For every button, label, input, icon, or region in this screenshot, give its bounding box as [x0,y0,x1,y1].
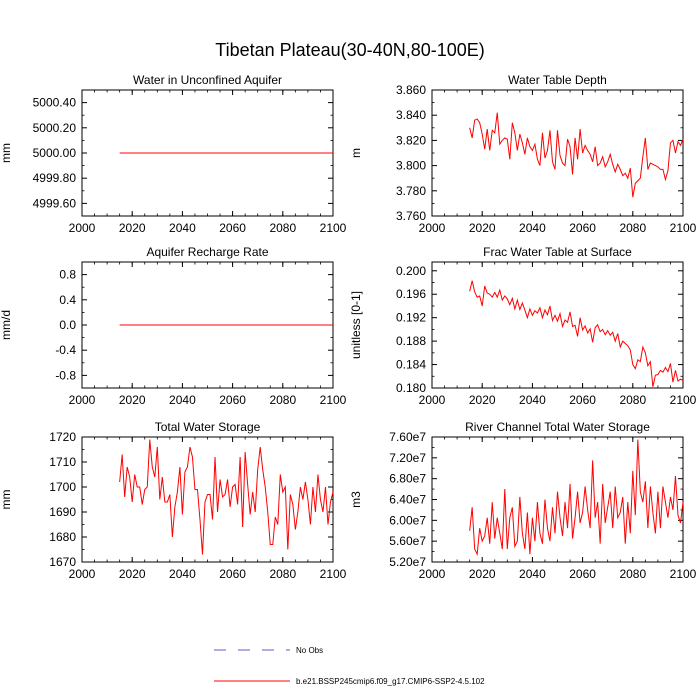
panel-6: River Channel Total Water Storage m3 2000 2… [349,420,697,581]
x-tick-label: 2060 [219,393,246,407]
y-tick-label: 1710 [49,455,76,469]
panel-5: Total Water Storage mm 2000 2020 2040 2060 208… [0,420,347,581]
x-tick-label: 2040 [519,393,546,407]
y-tick-label: 1690 [49,505,76,519]
x-tick-label: 2100 [320,221,347,235]
panel-title: Water in Unconfined Aquifer [133,73,282,87]
x-tick-label: 2020 [469,393,496,407]
x-tick-label: 2000 [419,567,446,581]
y-axis-label: m3 [349,491,363,508]
x-tick-label: 2060 [219,567,246,581]
y-tick-label: 5000.20 [33,121,77,135]
x-tick-label: 2080 [619,221,646,235]
y-tick-label: 3.820 [396,133,426,147]
y-tick-label: 4999.60 [33,196,77,210]
y-tick-label: 1720 [49,430,76,444]
x-tick-label: 2060 [569,221,596,235]
x-tick-label: 2040 [519,221,546,235]
y-tick-label: 7.60e7 [389,430,426,444]
x-tick-label: 2000 [419,221,446,235]
panel-2: Water Table Depth m 2000 2020 2040 2060 2080 21… [349,73,697,235]
x-tick-label: 2000 [69,567,96,581]
y-tick-label: 0.4 [59,293,76,307]
x-tick-label: 2060 [569,567,596,581]
y-axis-label: mm [0,143,13,163]
x-tick-label: 2100 [320,393,347,407]
y-tick-label: 0.188 [396,334,426,348]
y-tick-label: 0.0 [59,318,76,332]
y-tick-label: 1700 [49,480,76,494]
x-tick-label: 2040 [169,221,196,235]
y-tick-label: 5.60e7 [389,534,426,548]
panel-title: Total Water Storage [155,420,261,434]
panel-4: Frac Water Table at Surface unitless [0-1… [349,245,697,407]
y-tick-label: 0.180 [396,381,426,395]
panel-title: River Channel Total Water Storage [465,420,650,434]
y-tick-label: 5000.40 [33,96,77,110]
y-tick-label: -0.4 [55,343,76,357]
panel-1: Water in Unconfined Aquifer mm 2000 2020 204… [0,73,347,235]
series-line-1 [469,280,684,387]
x-tick-label: 2080 [269,221,296,235]
y-axis-label: unitless [0-1] [349,291,363,359]
y-tick-label: -0.8 [55,368,76,382]
y-axis-label: mm [0,490,13,510]
series-line-1 [469,112,684,198]
legend-obs-label: No Obs [296,646,323,655]
x-tick-label: 2100 [670,221,697,235]
x-tick-label: 2020 [469,567,496,581]
y-axis-label: mm/d [0,310,13,340]
x-tick-label: 2100 [670,393,697,407]
x-tick-label: 2080 [269,393,296,407]
panels: Water in Unconfined Aquifer mm 2000 2020 204… [0,73,697,581]
x-tick-label: 2080 [269,567,296,581]
series-line-1 [119,439,334,555]
x-tick-label: 2100 [320,567,347,581]
y-tick-label: 3.760 [396,209,426,223]
panel-3: Aquifer Recharge Rate mm/d 2000 2020 2040 206… [0,245,347,407]
y-tick-label: 0.184 [396,358,426,372]
y-tick-label: 3.860 [396,83,426,97]
y-tick-label: 6.80e7 [389,472,426,486]
y-tick-label: 0.196 [396,287,426,301]
y-tick-label: 0.200 [396,264,426,278]
y-tick-label: 7.20e7 [389,451,426,465]
panel-title: Aquifer Recharge Rate [146,245,268,259]
x-tick-label: 2000 [419,393,446,407]
x-tick-label: 2060 [219,221,246,235]
x-tick-label: 2020 [469,221,496,235]
y-axis-label: m [349,148,363,158]
y-tick-label: 3.800 [396,159,426,173]
x-tick-label: 2060 [569,393,596,407]
y-tick-label: 6.00e7 [389,513,426,527]
x-tick-label: 2020 [119,393,146,407]
x-tick-label: 2000 [69,393,96,407]
x-tick-label: 2020 [119,567,146,581]
x-tick-label: 2040 [169,567,196,581]
y-tick-label: 1680 [49,530,76,544]
series-line-1 [469,439,684,557]
panel-title: Water Table Depth [508,73,607,87]
x-tick-label: 2040 [519,567,546,581]
figure-title: Tibetan Plateau(30-40N,80-100E) [215,40,485,60]
panel-title: Frac Water Table at Surface [483,245,632,259]
x-tick-label: 2100 [670,567,697,581]
x-tick-label: 2040 [169,393,196,407]
y-tick-label: 5000.00 [33,146,77,160]
y-tick-label: 5.20e7 [389,555,426,569]
y-tick-label: 0.192 [396,311,426,325]
y-tick-label: 3.780 [396,184,426,198]
legend: No Obs b.e21.BSSP245cmip6.f09_g17.CMIP6-… [214,646,485,686]
x-tick-label: 2000 [69,221,96,235]
x-tick-label: 2080 [619,393,646,407]
legend-model-label: b.e21.BSSP245cmip6.f09_g17.CMIP6-SSP2-4.… [296,677,485,686]
x-tick-label: 2080 [619,567,646,581]
y-tick-label: 1670 [49,555,76,569]
y-tick-label: 6.40e7 [389,493,426,507]
y-tick-label: 0.8 [59,268,76,282]
y-tick-label: 3.840 [396,108,426,122]
y-tick-label: 4999.80 [33,171,77,185]
x-tick-label: 2020 [119,221,146,235]
